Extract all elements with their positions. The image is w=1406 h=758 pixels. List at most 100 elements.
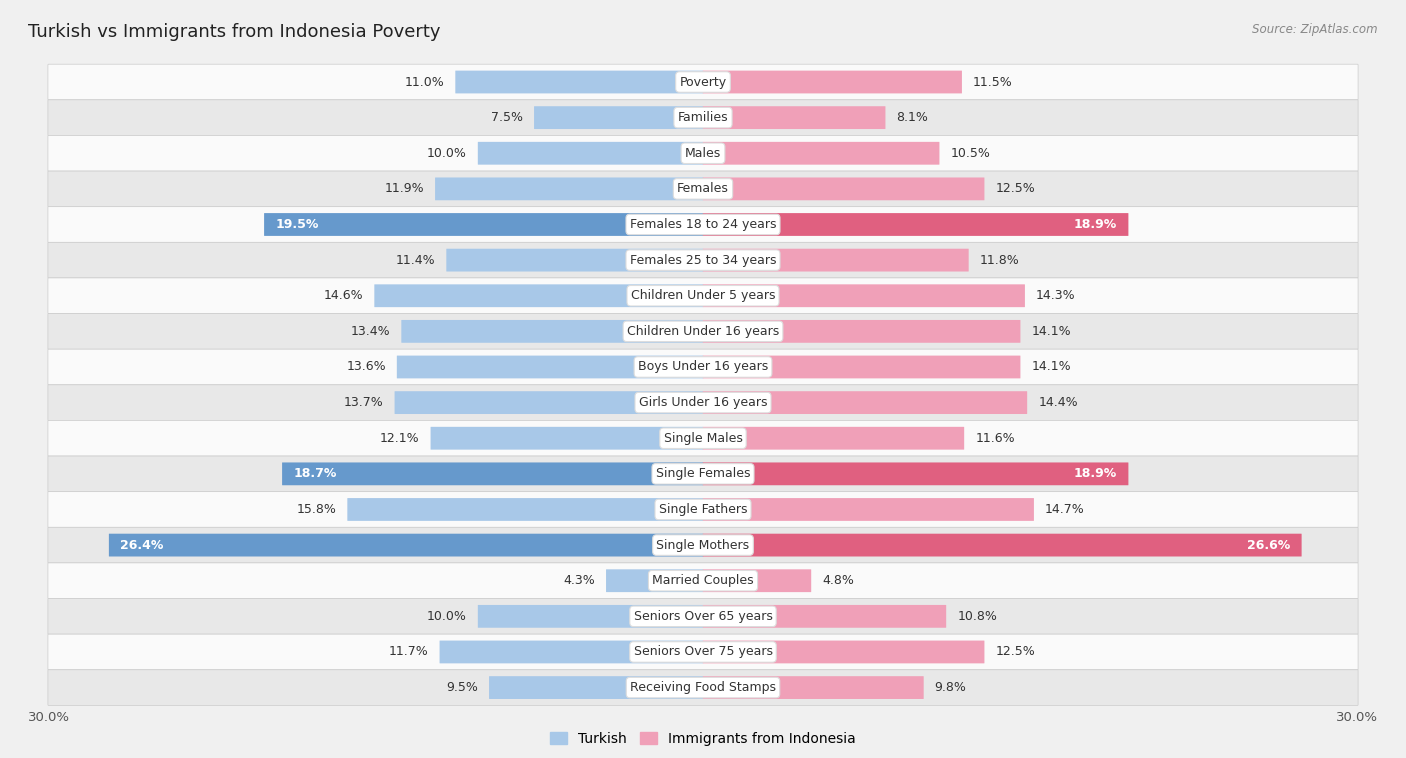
FancyBboxPatch shape — [440, 641, 703, 663]
Text: 10.8%: 10.8% — [957, 610, 997, 623]
FancyBboxPatch shape — [48, 243, 1358, 278]
FancyBboxPatch shape — [48, 207, 1358, 243]
Text: 13.4%: 13.4% — [350, 325, 391, 338]
Text: Seniors Over 75 years: Seniors Over 75 years — [634, 646, 772, 659]
FancyBboxPatch shape — [48, 64, 1358, 100]
FancyBboxPatch shape — [48, 100, 1358, 136]
FancyBboxPatch shape — [606, 569, 703, 592]
Text: 4.8%: 4.8% — [823, 575, 853, 587]
Text: Males: Males — [685, 147, 721, 160]
Text: Turkish vs Immigrants from Indonesia Poverty: Turkish vs Immigrants from Indonesia Pov… — [28, 23, 440, 41]
FancyBboxPatch shape — [703, 569, 811, 592]
FancyBboxPatch shape — [48, 385, 1358, 421]
FancyBboxPatch shape — [48, 278, 1358, 314]
Text: 10.5%: 10.5% — [950, 147, 990, 160]
Legend: Turkish, Immigrants from Indonesia: Turkish, Immigrants from Indonesia — [544, 726, 862, 751]
FancyBboxPatch shape — [703, 70, 962, 93]
Text: Poverty: Poverty — [679, 76, 727, 89]
Text: 14.4%: 14.4% — [1038, 396, 1078, 409]
Text: 11.4%: 11.4% — [395, 254, 436, 267]
FancyBboxPatch shape — [703, 177, 984, 200]
Text: Children Under 16 years: Children Under 16 years — [627, 325, 779, 338]
Text: Females: Females — [678, 183, 728, 196]
FancyBboxPatch shape — [48, 421, 1358, 456]
Text: Single Males: Single Males — [664, 432, 742, 445]
FancyBboxPatch shape — [374, 284, 703, 307]
Text: 9.8%: 9.8% — [935, 681, 966, 694]
Text: 14.1%: 14.1% — [1032, 325, 1071, 338]
Text: 30.0%: 30.0% — [28, 711, 70, 724]
FancyBboxPatch shape — [48, 171, 1358, 207]
FancyBboxPatch shape — [703, 106, 886, 129]
FancyBboxPatch shape — [48, 349, 1358, 385]
Text: Source: ZipAtlas.com: Source: ZipAtlas.com — [1253, 23, 1378, 36]
Text: 10.0%: 10.0% — [427, 147, 467, 160]
Text: 11.9%: 11.9% — [384, 183, 425, 196]
FancyBboxPatch shape — [395, 391, 703, 414]
FancyBboxPatch shape — [48, 136, 1358, 171]
FancyBboxPatch shape — [703, 498, 1033, 521]
Text: 13.6%: 13.6% — [346, 361, 385, 374]
Text: Married Couples: Married Couples — [652, 575, 754, 587]
Text: 18.9%: 18.9% — [1074, 218, 1116, 231]
Text: 26.6%: 26.6% — [1247, 539, 1291, 552]
Text: Single Females: Single Females — [655, 468, 751, 481]
Text: Single Fathers: Single Fathers — [659, 503, 747, 516]
Text: 11.6%: 11.6% — [976, 432, 1015, 445]
Text: 11.5%: 11.5% — [973, 76, 1012, 89]
FancyBboxPatch shape — [48, 670, 1358, 706]
FancyBboxPatch shape — [48, 634, 1358, 670]
FancyBboxPatch shape — [534, 106, 703, 129]
Text: 7.5%: 7.5% — [491, 111, 523, 124]
Text: 15.8%: 15.8% — [297, 503, 336, 516]
Text: 12.5%: 12.5% — [995, 646, 1035, 659]
FancyBboxPatch shape — [703, 676, 924, 699]
Text: 9.5%: 9.5% — [446, 681, 478, 694]
FancyBboxPatch shape — [48, 599, 1358, 634]
FancyBboxPatch shape — [703, 641, 984, 663]
FancyBboxPatch shape — [48, 528, 1358, 563]
FancyBboxPatch shape — [401, 320, 703, 343]
Text: Females 25 to 34 years: Females 25 to 34 years — [630, 254, 776, 267]
Text: 11.7%: 11.7% — [389, 646, 429, 659]
Text: Children Under 5 years: Children Under 5 years — [631, 290, 775, 302]
Text: 12.1%: 12.1% — [380, 432, 419, 445]
Text: 11.8%: 11.8% — [980, 254, 1019, 267]
FancyBboxPatch shape — [48, 314, 1358, 349]
Text: 8.1%: 8.1% — [897, 111, 928, 124]
FancyBboxPatch shape — [456, 70, 703, 93]
Text: Single Mothers: Single Mothers — [657, 539, 749, 552]
Text: 18.9%: 18.9% — [1074, 468, 1116, 481]
FancyBboxPatch shape — [703, 534, 1302, 556]
FancyBboxPatch shape — [478, 605, 703, 628]
FancyBboxPatch shape — [48, 456, 1358, 492]
FancyBboxPatch shape — [703, 605, 946, 628]
Text: 10.0%: 10.0% — [427, 610, 467, 623]
Text: Boys Under 16 years: Boys Under 16 years — [638, 361, 768, 374]
Text: 19.5%: 19.5% — [276, 218, 319, 231]
FancyBboxPatch shape — [264, 213, 703, 236]
FancyBboxPatch shape — [489, 676, 703, 699]
Text: Seniors Over 65 years: Seniors Over 65 years — [634, 610, 772, 623]
FancyBboxPatch shape — [430, 427, 703, 449]
FancyBboxPatch shape — [347, 498, 703, 521]
FancyBboxPatch shape — [703, 320, 1021, 343]
FancyBboxPatch shape — [446, 249, 703, 271]
Text: Families: Families — [678, 111, 728, 124]
FancyBboxPatch shape — [396, 356, 703, 378]
Text: 14.6%: 14.6% — [323, 290, 363, 302]
FancyBboxPatch shape — [48, 492, 1358, 528]
Text: 26.4%: 26.4% — [121, 539, 163, 552]
Text: Females 18 to 24 years: Females 18 to 24 years — [630, 218, 776, 231]
Text: 4.3%: 4.3% — [564, 575, 595, 587]
FancyBboxPatch shape — [703, 427, 965, 449]
FancyBboxPatch shape — [434, 177, 703, 200]
Text: 18.7%: 18.7% — [294, 468, 337, 481]
FancyBboxPatch shape — [703, 213, 1129, 236]
Text: 14.3%: 14.3% — [1036, 290, 1076, 302]
Text: 30.0%: 30.0% — [1336, 711, 1378, 724]
FancyBboxPatch shape — [703, 462, 1129, 485]
FancyBboxPatch shape — [703, 391, 1028, 414]
FancyBboxPatch shape — [703, 142, 939, 164]
FancyBboxPatch shape — [703, 249, 969, 271]
